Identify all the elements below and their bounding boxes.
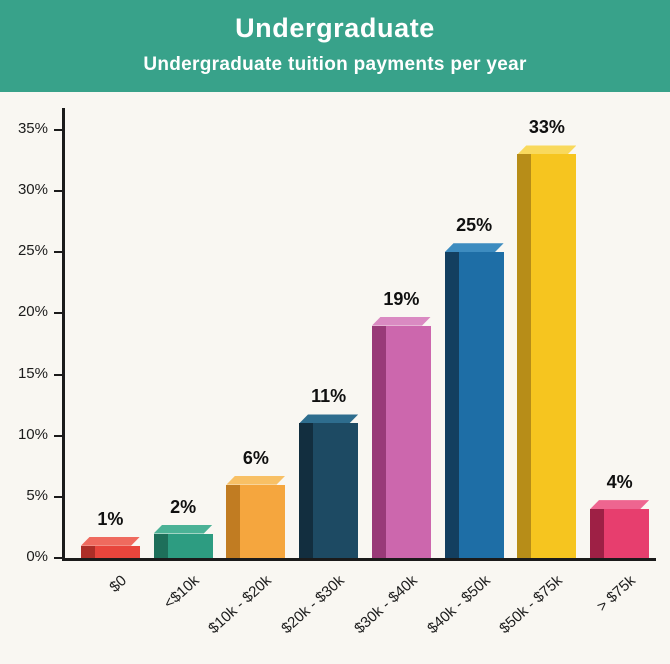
bar	[590, 500, 650, 558]
bar	[226, 475, 286, 558]
bar-side-face	[80, 545, 95, 558]
bar-side-face	[517, 154, 532, 558]
bar-value-label: 19%	[383, 288, 420, 309]
bar-side-face	[226, 484, 241, 558]
bar-front-face	[531, 154, 577, 558]
y-tick-label: 30%	[17, 181, 48, 199]
y-tick-mark	[54, 557, 62, 559]
chart-header: Undergraduate Undergraduate tuition paym…	[0, 0, 670, 92]
x-axis	[62, 558, 656, 561]
x-tick-label: $50k - $75k	[496, 572, 567, 638]
chart-title: Undergraduate	[235, 13, 435, 43]
bar-top-face	[226, 475, 286, 485]
bar-front-face	[313, 423, 359, 558]
bar-value-label: 33%	[528, 117, 565, 138]
chart-subtitle: Undergraduate tuition payments per year	[143, 54, 527, 75]
x-tick-label: $40k - $50k	[423, 572, 494, 638]
bar-value-label: 11%	[311, 386, 347, 407]
bar-value-label: 6%	[242, 447, 269, 468]
bar-value-label: 2%	[170, 496, 197, 517]
y-tick-label: 15%	[17, 364, 48, 382]
bar-front-face	[385, 325, 431, 558]
y-tick-mark	[54, 129, 62, 131]
bar-front-face	[604, 509, 650, 558]
bar-side-face	[299, 423, 314, 558]
y-tick-mark	[54, 434, 62, 437]
bar	[153, 524, 213, 558]
y-tick-label: 5%	[26, 486, 48, 504]
bar	[299, 414, 359, 558]
y-tick-label: 20%	[17, 303, 48, 321]
y-tick-mark	[54, 251, 62, 254]
bar-value-label: 4%	[606, 472, 633, 493]
x-tick-label: $0	[105, 572, 130, 596]
bar	[517, 145, 577, 558]
bar-top-face	[80, 536, 140, 546]
y-tick-label: 0%	[26, 548, 48, 565]
bar-chart: 0% 5% 10% 15% 20% 25% 30% 35% 1% $0 2% <$10k 6% $10k …	[0, 92, 670, 664]
bar-value-label: 1%	[97, 508, 124, 529]
x-tick-label: $30k - $40k	[351, 572, 421, 638]
bar-top-face	[590, 500, 650, 510]
x-tick-label: <$10k	[160, 572, 203, 613]
y-tick-mark	[54, 312, 62, 315]
y-tick-label: 25%	[17, 242, 48, 260]
y-tick-label: 10%	[17, 425, 48, 443]
bar-side-face	[371, 325, 386, 558]
bar-top-face	[153, 524, 213, 534]
bar-side-face	[444, 252, 459, 558]
bar-side-face	[590, 509, 605, 558]
bar-top-face	[444, 243, 504, 253]
bar	[371, 316, 431, 558]
bar-side-face	[153, 533, 168, 558]
bar-top-face	[299, 414, 359, 424]
y-tick-mark	[54, 495, 62, 498]
bar-front-face	[458, 252, 504, 558]
bar-top-face	[517, 145, 577, 155]
bar-top-face	[371, 316, 431, 326]
x-tick-label: $20k - $30k	[278, 572, 349, 638]
bar-front-face	[167, 533, 213, 558]
y-tick-mark	[54, 373, 62, 376]
bar	[444, 243, 504, 558]
y-axis	[62, 108, 65, 558]
bar-front-face	[240, 484, 286, 558]
bar-front-face	[94, 545, 140, 558]
bar	[80, 536, 140, 558]
x-tick-label: > $75k	[593, 572, 640, 616]
y-tick-mark	[54, 190, 62, 193]
y-tick-label: 35%	[17, 120, 48, 137]
x-tick-label: $10k - $20k	[205, 572, 276, 638]
bar-value-label: 25%	[456, 215, 493, 236]
